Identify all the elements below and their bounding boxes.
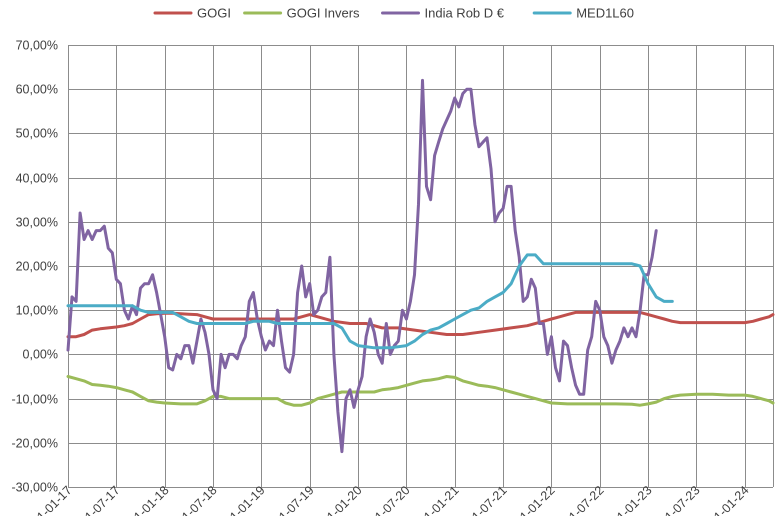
x-tick-label: 01-07-22: [561, 483, 606, 516]
series-line-3: [66, 253, 674, 350]
y-tick-label: -10,00%: [11, 393, 58, 407]
x-tick-label: 01-01-22: [512, 483, 557, 516]
chart-grid: [68, 45, 774, 488]
x-tick-label: 01-07-23: [657, 483, 702, 516]
x-tick-label: 01-01-20: [319, 483, 364, 516]
chart-legend: GOGI GOGI Invers India Rob D € MED1L60: [153, 6, 634, 21]
legend-label: GOGI Invers: [287, 6, 360, 21]
y-tick-label: 60,00%: [16, 83, 58, 97]
series-line-2: [66, 78, 658, 454]
chart-series: [66, 78, 775, 454]
x-tick-label: 01-07-17: [77, 483, 122, 516]
legend-label: GOGI: [197, 6, 231, 21]
x-tick-label: 01-01-18: [126, 483, 171, 516]
legend-label: MED1L60: [576, 6, 634, 21]
y-tick-label: 70,00%: [16, 39, 58, 53]
x-axis-ticks: 01-01-17 01-07-17 01-01-18 01-07-18 01-01-19…: [29, 483, 751, 516]
y-tick-label: 0,00%: [23, 348, 58, 362]
series-line-0: [66, 310, 775, 339]
y-tick-label: -30,00%: [11, 481, 58, 495]
series-line-1: [66, 375, 775, 407]
x-tick-label: 01-07-18: [174, 483, 219, 516]
x-tick-label: 01-01-24: [706, 483, 751, 516]
x-tick-label: 01-07-20: [367, 483, 412, 516]
y-tick-label: 10,00%: [16, 304, 58, 318]
y-tick-label: -20,00%: [11, 437, 58, 451]
x-tick-label: 01-01-19: [222, 483, 267, 516]
y-tick-label: 50,00%: [16, 127, 58, 141]
legend-label: India Rob D €: [425, 6, 505, 21]
y-tick-label: 40,00%: [16, 172, 58, 186]
y-axis-ticks: 70,00% 60,00% 50,00% 40,00% 30,00% 20,00% 10,0…: [11, 39, 58, 495]
x-tick-label: 01-01-23: [609, 483, 654, 516]
y-tick-label: 30,00%: [16, 216, 58, 230]
x-tick-label: 01-07-21: [464, 483, 509, 516]
x-tick-label: 01-01-21: [416, 483, 461, 516]
x-tick-label: 01-07-19: [271, 483, 316, 516]
y-tick-label: 20,00%: [16, 260, 58, 274]
